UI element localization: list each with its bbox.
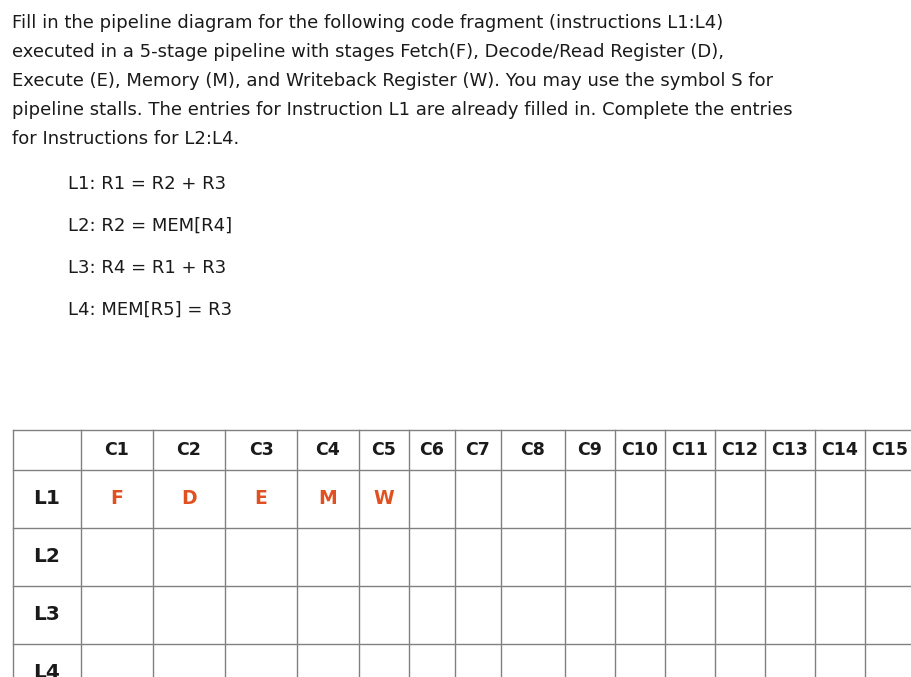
Text: F: F bbox=[110, 489, 123, 508]
Text: L3: L3 bbox=[34, 605, 60, 624]
Text: L1: R1 = R2 + R3: L1: R1 = R2 + R3 bbox=[68, 175, 226, 193]
Text: L1: L1 bbox=[34, 489, 60, 508]
Text: Execute (E), Memory (M), and Writeback Register (W). You may use the symbol S fo: Execute (E), Memory (M), and Writeback R… bbox=[12, 72, 773, 90]
Text: pipeline stalls. The entries for Instruction L1 are already filled in. Complete : pipeline stalls. The entries for Instruc… bbox=[12, 101, 793, 119]
Text: L3: R4 = R1 + R3: L3: R4 = R1 + R3 bbox=[68, 259, 226, 277]
Text: L4: MEM[R5] = R3: L4: MEM[R5] = R3 bbox=[68, 301, 232, 319]
Text: E: E bbox=[255, 489, 267, 508]
Text: C9: C9 bbox=[578, 441, 602, 459]
Text: C7: C7 bbox=[466, 441, 490, 459]
Text: C4: C4 bbox=[315, 441, 341, 459]
Text: L4: L4 bbox=[34, 663, 60, 677]
Text: W: W bbox=[374, 489, 394, 508]
Text: C1: C1 bbox=[105, 441, 129, 459]
Text: executed in a 5-stage pipeline with stages Fetch(F), Decode/Read Register (D),: executed in a 5-stage pipeline with stag… bbox=[12, 43, 724, 61]
Text: M: M bbox=[319, 489, 337, 508]
Text: C5: C5 bbox=[372, 441, 396, 459]
Text: C3: C3 bbox=[249, 441, 273, 459]
Text: C8: C8 bbox=[520, 441, 546, 459]
Text: L2: L2 bbox=[34, 548, 60, 567]
Text: C15: C15 bbox=[872, 441, 908, 459]
Text: C2: C2 bbox=[177, 441, 201, 459]
Text: C10: C10 bbox=[621, 441, 659, 459]
Text: L2: R2 = MEM[R4]: L2: R2 = MEM[R4] bbox=[68, 217, 232, 235]
Text: D: D bbox=[181, 489, 197, 508]
Text: C14: C14 bbox=[822, 441, 858, 459]
Text: C12: C12 bbox=[722, 441, 759, 459]
Text: Fill in the pipeline diagram for the following code fragment (instructions L1:L4: Fill in the pipeline diagram for the fol… bbox=[12, 14, 723, 32]
Text: C13: C13 bbox=[772, 441, 808, 459]
Text: C11: C11 bbox=[671, 441, 709, 459]
Text: C6: C6 bbox=[420, 441, 445, 459]
Text: for Instructions for L2:L4.: for Instructions for L2:L4. bbox=[12, 130, 240, 148]
